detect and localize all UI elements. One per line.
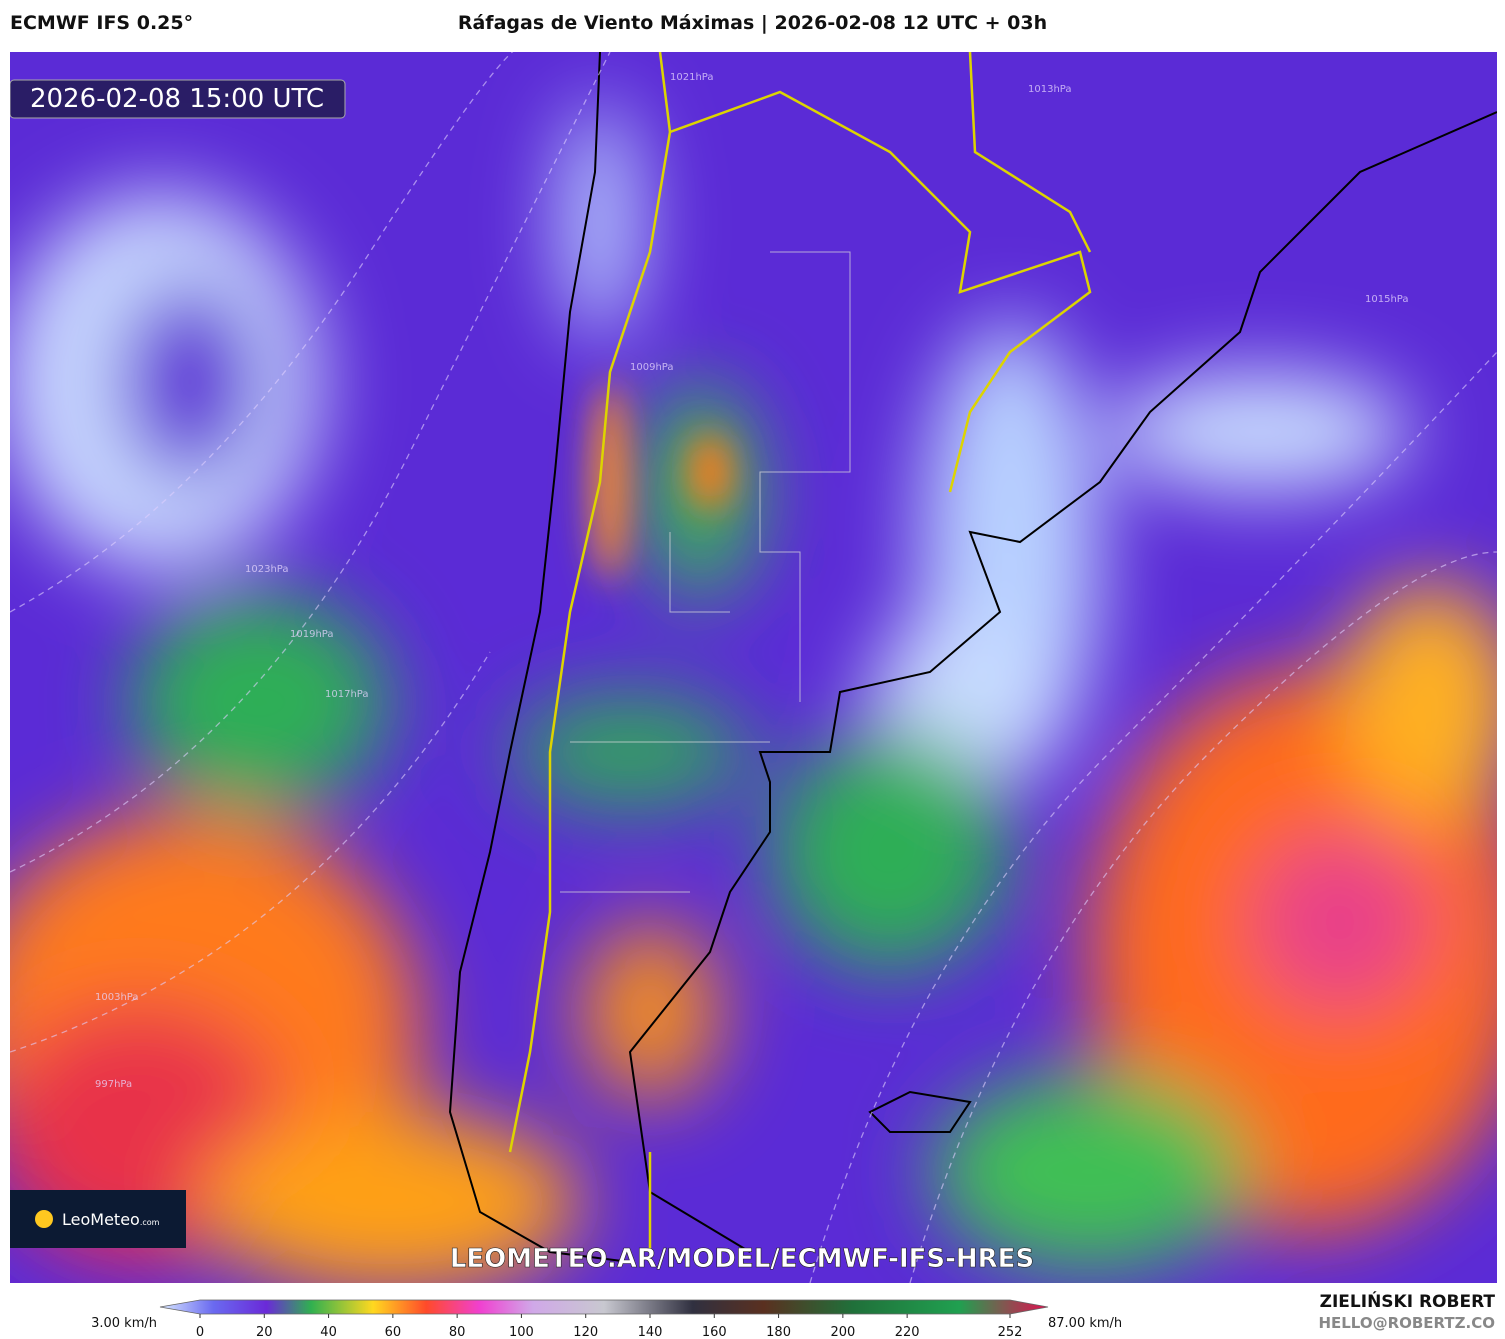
borders (508, 52, 1092, 1252)
logo-name: LeoMeteo (62, 1210, 140, 1229)
colorbar-tick-label: 60 (385, 1325, 402, 1339)
colorbar-tick-label: 0 (196, 1325, 204, 1339)
logo-suffix: .com (140, 1218, 160, 1227)
email: HELLO@ROBERTZ.CO (1318, 1314, 1495, 1332)
colorbar-tick-label: 20 (256, 1325, 273, 1339)
colorbar-tick-label: 40 (320, 1325, 337, 1339)
colorbar-tick-label: 160 (702, 1325, 727, 1339)
isobar-labels: 1021hPa 1013hPa 1009hPa 1015hPa 1023hPa … (95, 72, 1409, 1090)
colorbar-min: 3.00 km/h (91, 1316, 157, 1331)
colorbar-tick-label: 80 (449, 1325, 466, 1339)
wind-gust-map: 1021hPa 1013hPa 1009hPa 1015hPa 1023hPa … (10, 52, 1497, 1283)
model-name: ECMWF IFS 0.25° (10, 12, 194, 34)
coastline (448, 52, 1497, 1263)
watermark: LEOMETEO.AR/MODEL/ECMWF-IFS-HRES (450, 1244, 1034, 1274)
isobar-label: 1013hPa (1028, 84, 1072, 95)
colorbar-tick-label: 200 (830, 1325, 855, 1339)
isobars (10, 52, 1497, 1283)
isobar-label: 1015hPa (1365, 294, 1409, 305)
colorbar-tick-label: 180 (766, 1325, 791, 1339)
time-box (10, 79, 346, 119)
colorbar-max: 87.00 km/h (1048, 1316, 1122, 1331)
colorbar-tick-label: 220 (895, 1325, 920, 1339)
colorbar-tick-label: 252 (998, 1325, 1023, 1339)
colorbar-tick-label: 140 (638, 1325, 663, 1339)
isobar-label: 1023hPa (245, 564, 289, 575)
map-title: Ráfagas de Viento Máximas | 2026-02-08 1… (457, 12, 1048, 34)
isobar-label: 1021hPa (670, 72, 714, 83)
logo-text: LeoMeteo.com (62, 1210, 160, 1229)
logo-sun (35, 1210, 53, 1228)
province-lines (560, 251, 851, 893)
author: ZIELIŃSKI ROBERT (1319, 1292, 1495, 1312)
isobar-label: 1003hPa (95, 992, 139, 1003)
colorbar-scale (159, 1299, 1049, 1315)
colorbar: 3.00 km/h 87.00 km/h 0 20 40 60 80 100 120 140 1… (91, 1299, 1122, 1339)
colorbar-tick-label: 120 (573, 1325, 598, 1339)
isobar-label: 1017hPa (325, 689, 369, 700)
isobar-label: 1019hPa (290, 629, 334, 640)
valid-time: 2026-02-08 15:00 UTC (30, 84, 324, 114)
isobar-label: 1009hPa (630, 362, 674, 373)
isobar-label: 997hPa (95, 1079, 132, 1090)
colorbar-tick-label: 100 (509, 1325, 534, 1339)
